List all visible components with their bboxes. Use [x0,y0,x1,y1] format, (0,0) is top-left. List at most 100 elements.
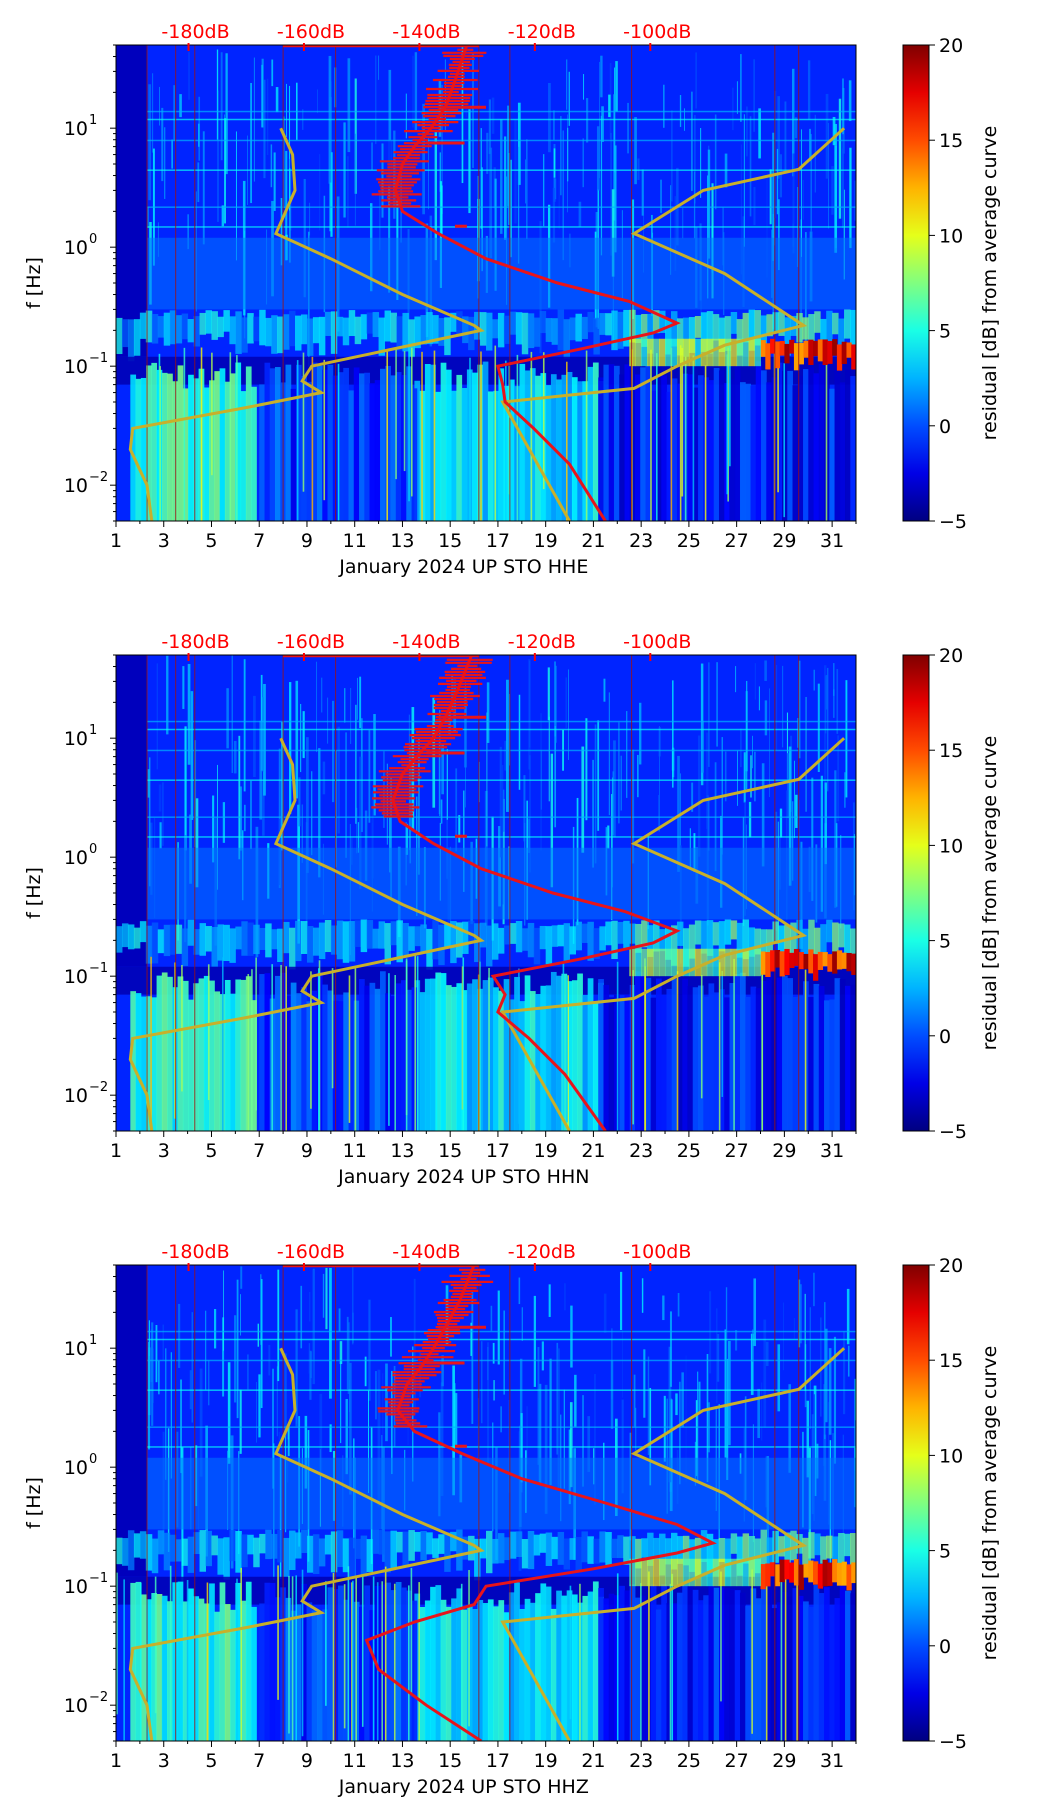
lf-cell [760,370,767,521]
hf-streak [854,180,856,221]
hf-streak [152,73,154,153]
lf-spike [751,1569,753,1734]
hf-streak [736,81,738,114]
storm-cell [793,1559,800,1586]
lf-spike [656,353,658,521]
hf-streak [499,746,502,858]
lf-cell [385,365,391,521]
hf-streak [846,1288,850,1345]
colorbar-tick-label: 5 [939,321,951,343]
x-tick-label: 5 [205,1140,217,1162]
hf-streak [260,1279,263,1409]
lf-cell [311,362,318,521]
lf-cell [687,986,694,1131]
microseism-cell [271,929,278,950]
storm-cell [836,950,843,970]
hf-streak [277,1269,280,1382]
microseism-cell [241,317,248,353]
hf-streak [502,789,505,832]
lf-cell [245,1581,252,1741]
lf-cell [146,996,152,1131]
lf-cell [687,374,694,521]
storm-lead-cell [653,338,660,367]
lf-spike [310,971,312,1109]
hf-streak [810,134,812,232]
lf-spike [632,970,634,1125]
lf-cell [445,369,452,521]
hf-streak [389,1317,392,1357]
noise-model-high-curve [128,1347,485,1741]
hf-streak [500,119,503,234]
microseism-cell [754,928,761,955]
microseism-cell [694,1537,702,1580]
microseism-cell [336,1530,344,1568]
hf-streak [368,730,371,823]
x-tick-label: 21 [581,1140,605,1162]
microseism-cell [575,1536,582,1573]
hf-streak [788,746,792,886]
lf-cell [156,975,163,1131]
lf-spike [332,1572,335,1741]
microseism-cell [336,920,344,960]
microseism-cell [265,923,272,958]
microseism-cell [635,923,642,953]
hf-streak [752,1329,754,1362]
storm-cell [851,953,856,975]
lf-cell [608,364,615,521]
microseism-cell [694,315,702,338]
hf-streak [239,786,242,851]
hf-streak [224,114,225,137]
microseism-cell [629,309,636,343]
microseism-cell [724,1538,732,1579]
lf-cell [776,1602,783,1741]
storm-cell [798,952,804,970]
storm-lead-cell [629,1558,636,1587]
microseism-cell [491,319,499,339]
lf-cell [385,993,391,1131]
hf-streak [798,660,801,759]
storm-lead-cell [748,1558,756,1587]
lf-spike [616,961,619,1131]
db-label: -120dB [508,631,576,653]
microseism-cell [342,317,350,346]
hf-streak [207,1360,210,1406]
lf-spike [435,975,438,1131]
microseism-cell [354,1538,362,1559]
hf-streak [763,1319,767,1428]
hf-streak [312,1269,315,1385]
hf-streak [316,661,318,753]
lf-cell [760,981,767,1131]
microseism-cell [509,311,517,335]
lf-cell [755,1598,762,1741]
microseism-cell [784,317,791,356]
lf-cell [813,1584,820,1741]
lf-cell [395,372,402,521]
lf-cell [167,976,173,1131]
microseism-cell [187,1536,195,1573]
lf-spike [229,352,232,521]
colorbar-tick-label: −5 [939,1121,967,1143]
lf-cell [219,368,226,521]
hf-streak [486,682,490,743]
lf-cell [792,996,799,1131]
x-tick-label: 27 [725,530,749,552]
microseism-cell [306,1535,314,1573]
hf-streak [187,663,191,765]
lf-cell [390,1590,397,1741]
hf-streak [677,1293,680,1317]
lf-cell [508,379,515,521]
lf-cell [359,1606,365,1741]
microseism-cell [414,926,421,947]
storm-cell [836,1562,843,1586]
hf-streak [743,752,746,803]
lf-spike [301,1569,304,1737]
hf-line [116,139,856,142]
hf-streak [178,1303,181,1368]
hf-streak [357,677,358,720]
lf-cell [316,1611,323,1741]
storm-lead-cell [730,948,738,977]
lf-cell [603,1598,610,1741]
hf-streak [289,682,292,814]
hf-streak [740,144,742,275]
